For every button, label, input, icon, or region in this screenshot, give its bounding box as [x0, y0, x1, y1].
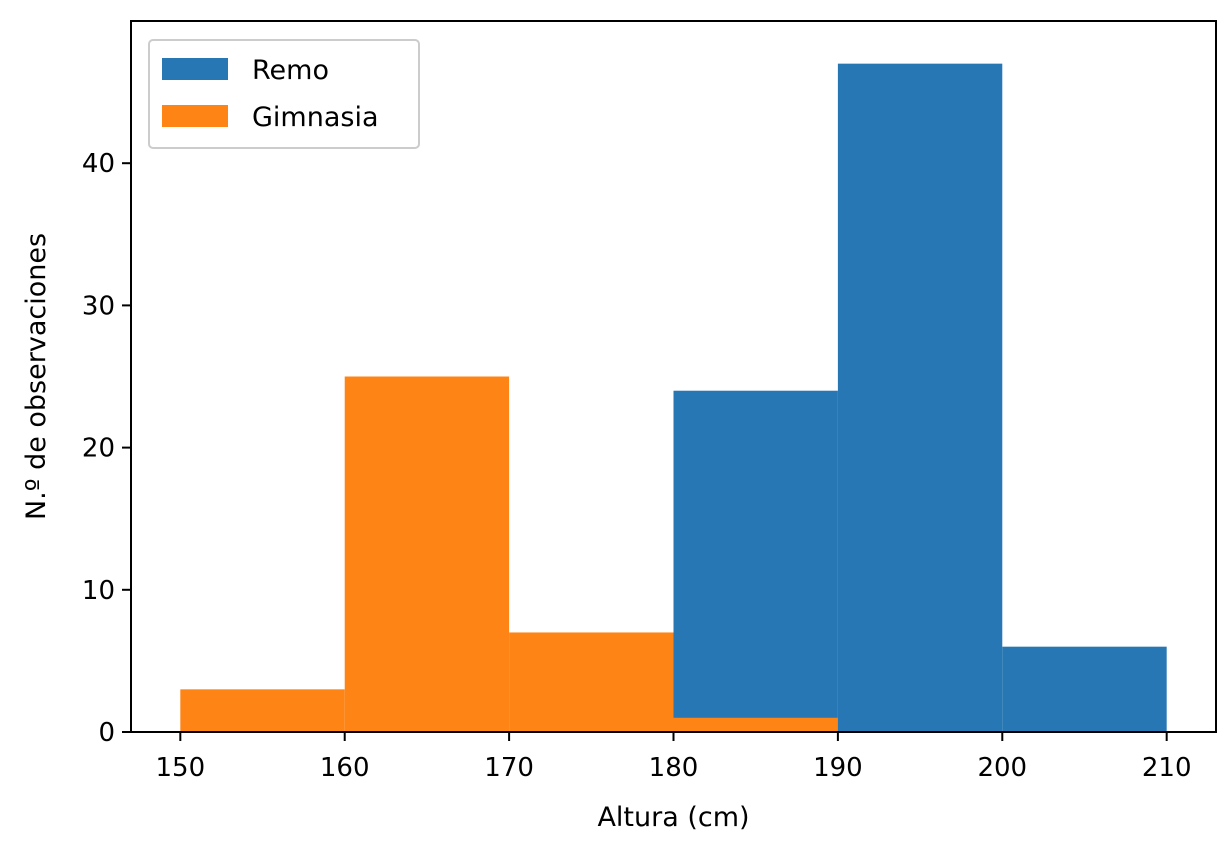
x-tick-label-210: 210: [1142, 753, 1192, 783]
x-axis-ticks: 150 160 170 180 190 200 210: [155, 732, 1192, 783]
x-tick-label-200: 200: [977, 753, 1027, 783]
y-axis-ticks: 0 10 20 30 40: [82, 149, 131, 748]
legend-label-remo: Remo: [252, 55, 329, 86]
y-tick-label-30: 30: [82, 291, 115, 321]
x-tick-label-160: 160: [320, 753, 370, 783]
legend-label-gimnasia: Gimnasia: [252, 102, 379, 133]
bar-gimnasia-150-160: [180, 689, 345, 732]
x-tick-label-180: 180: [649, 753, 699, 783]
x-tick-label-150: 150: [155, 753, 205, 783]
y-tick-label-10: 10: [82, 576, 115, 606]
y-tick-label-20: 20: [82, 434, 115, 464]
bar-remo-180-190: [673, 390, 838, 732]
legend: Remo Gimnasia: [148, 39, 420, 149]
x-axis-label: Altura (cm): [597, 802, 749, 833]
bar-gimnasia-170-180: [509, 632, 674, 732]
bar-remo-200-210: [1002, 646, 1167, 732]
x-tick-label-190: 190: [813, 753, 863, 783]
bar-gimnasia-160-170: [344, 376, 510, 732]
y-tick-label-40: 40: [82, 149, 115, 179]
y-tick-label-0: 0: [98, 718, 115, 748]
bars-layer: [180, 63, 1167, 733]
legend-swatch-gimnasia: [162, 105, 228, 127]
legend-swatch-remo: [162, 58, 228, 80]
bar-remo-190-200: [837, 63, 1003, 733]
y-axis-label: N.º de observaciones: [21, 233, 52, 520]
bar-gimnasia-180-190: [673, 717, 838, 732]
x-tick-label-170: 170: [484, 753, 534, 783]
